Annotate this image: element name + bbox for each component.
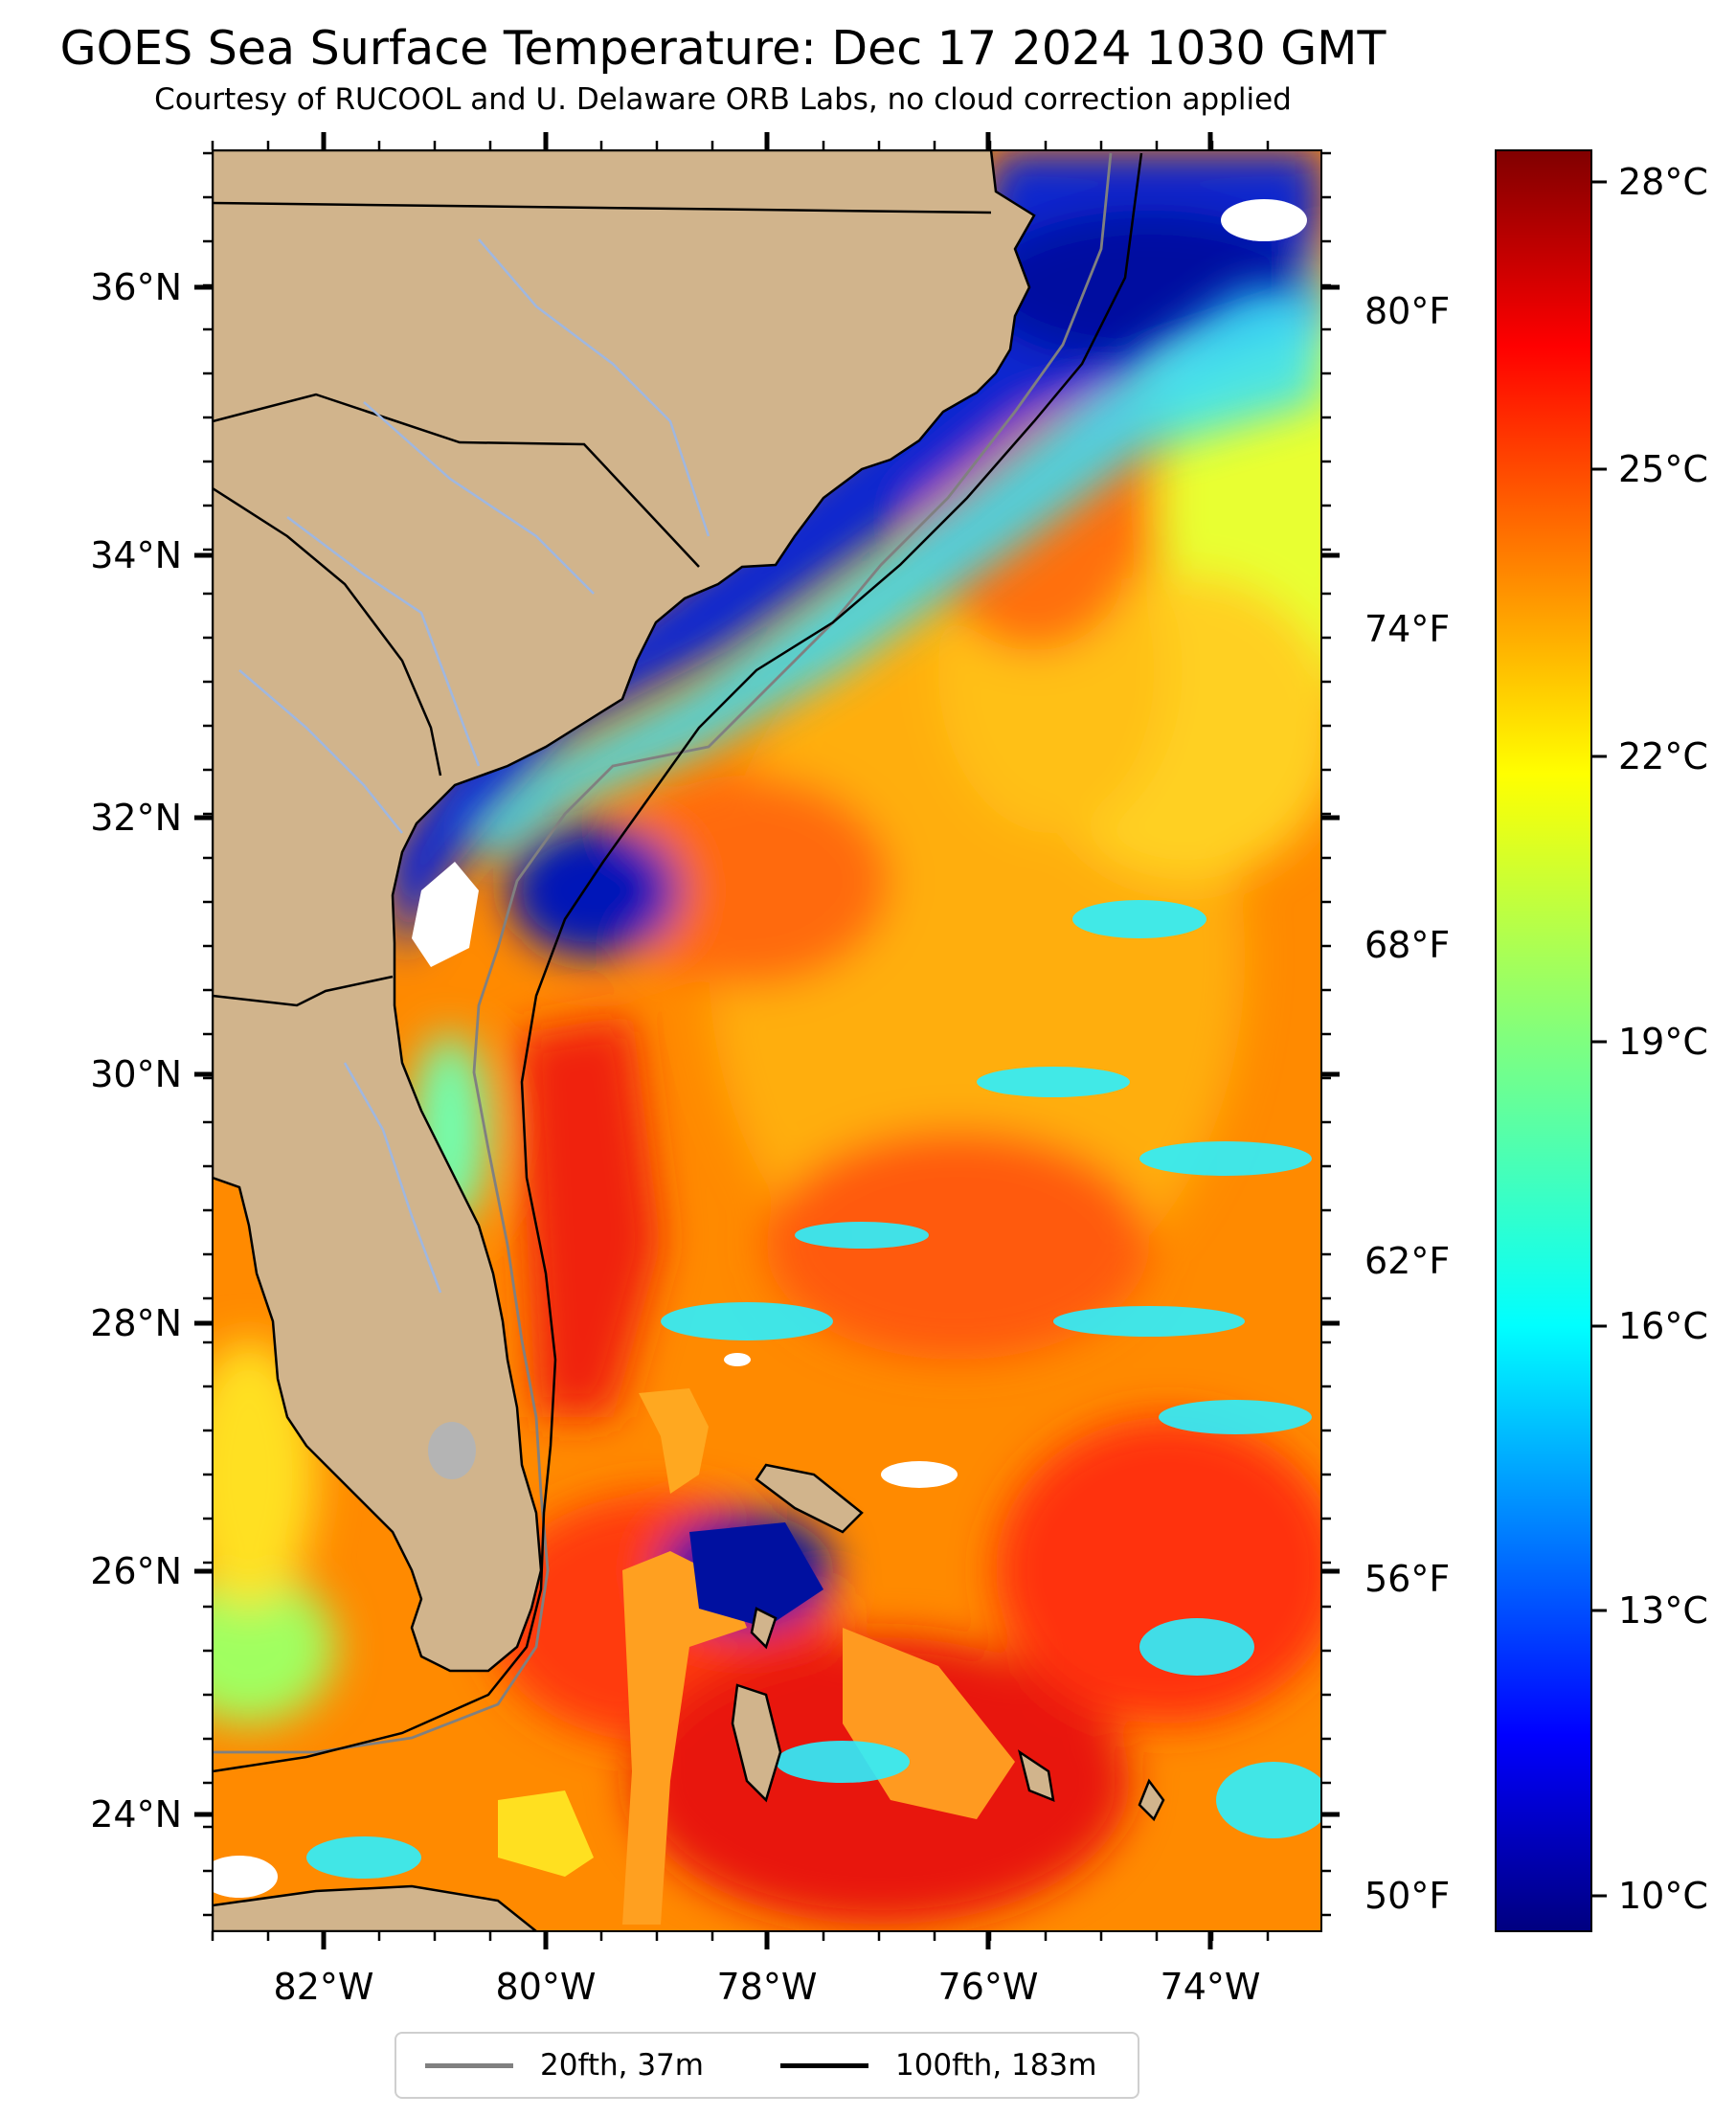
fahrenheit-tick-label: 56°F	[1364, 1558, 1450, 1600]
legend: 20fth, 37m 100fth, 183m	[395, 2032, 1139, 2099]
lat-tick-label: 36°N	[90, 266, 182, 308]
lon-tick-label: 82°W	[274, 1966, 374, 2008]
colorbar-tick-label: 16°C	[1618, 1305, 1708, 1347]
lon-tick-label: 80°W	[496, 1966, 597, 2008]
fahrenheit-tick-label: 74°F	[1364, 608, 1450, 650]
legend-swatch-black	[779, 2062, 868, 2068]
sst-field	[213, 150, 1321, 1931]
bahamas-islands	[731, 1463, 1165, 1822]
colorbar-tick-label: 10°C	[1618, 1875, 1708, 1917]
lat-tick-label: 28°N	[90, 1302, 182, 1344]
colorbar-tick-label: 13°C	[1618, 1589, 1708, 1632]
lon-tick-label: 76°W	[938, 1966, 1039, 2008]
colorbar: 28°C 25°C 22°C 19°C 16°C 13°C 10°C	[1495, 149, 1708, 1932]
colorbar-gradient	[1495, 149, 1592, 1932]
colorbar-tick-label: 28°C	[1618, 161, 1708, 203]
legend-swatch-gray	[425, 2062, 513, 2068]
isobath-100fth	[213, 152, 1143, 1773]
fahrenheit-tick-label: 68°F	[1364, 924, 1450, 966]
lat-tick-label: 26°N	[90, 1550, 182, 1592]
fahrenheit-tick-label: 80°F	[1364, 290, 1450, 332]
legend-item-20fth: 20fth, 37m	[425, 2048, 704, 2083]
colorbar-tick-label: 19°C	[1618, 1021, 1708, 1063]
fahrenheit-tick-label: 50°F	[1364, 1875, 1450, 1917]
colorbar-ticks	[1591, 180, 1607, 1898]
minor-ticks	[203, 141, 1331, 1941]
cool-streaks	[306, 900, 1321, 1879]
map-title: GOES Sea Surface Temperature: Dec 17 202…	[59, 21, 1387, 76]
cuba-land	[213, 1884, 539, 1931]
map-subtitle: Courtesy of RUCOOL and U. Delaware ORB L…	[154, 82, 1292, 117]
bahamas-banks	[498, 1388, 1015, 1925]
legend-item-100fth: 100fth, 183m	[779, 2048, 1097, 2083]
lon-tick-label: 78°W	[717, 1966, 818, 2008]
lat-major-ticks	[194, 284, 1340, 1817]
state-borders	[213, 201, 992, 1007]
lake-okeechobee	[428, 1422, 476, 1479]
fahrenheit-tick-label: 62°F	[1364, 1240, 1450, 1282]
legend-label: 100fth, 183m	[894, 2048, 1097, 2083]
us-land	[213, 150, 1036, 1673]
lon-tick-labels: 82°W 80°W 78°W 76°W 74°W	[274, 1966, 1261, 2008]
colorbar-tick-label: 22°C	[1618, 735, 1708, 777]
lat-tick-label: 32°N	[90, 797, 182, 839]
lat-tick-label: 30°N	[90, 1053, 182, 1095]
lon-tick-label: 74°W	[1161, 1966, 1261, 2008]
cloud-patches	[213, 199, 1307, 1898]
lat-tick-label: 34°N	[90, 534, 182, 576]
legend-label: 20fth, 37m	[540, 2048, 704, 2083]
lat-tick-label: 24°N	[90, 1793, 182, 1835]
rivers	[238, 238, 710, 1294]
fahrenheit-tick-labels: 80°F 74°F 68°F 62°F 56°F 50°F	[1364, 290, 1450, 1917]
isobath-20fth	[213, 152, 1113, 1754]
colorbar-tick-label: 25°C	[1618, 448, 1708, 490]
lat-tick-labels: 36°N 34°N 32°N 30°N 28°N 26°N 24°N	[90, 266, 182, 1835]
